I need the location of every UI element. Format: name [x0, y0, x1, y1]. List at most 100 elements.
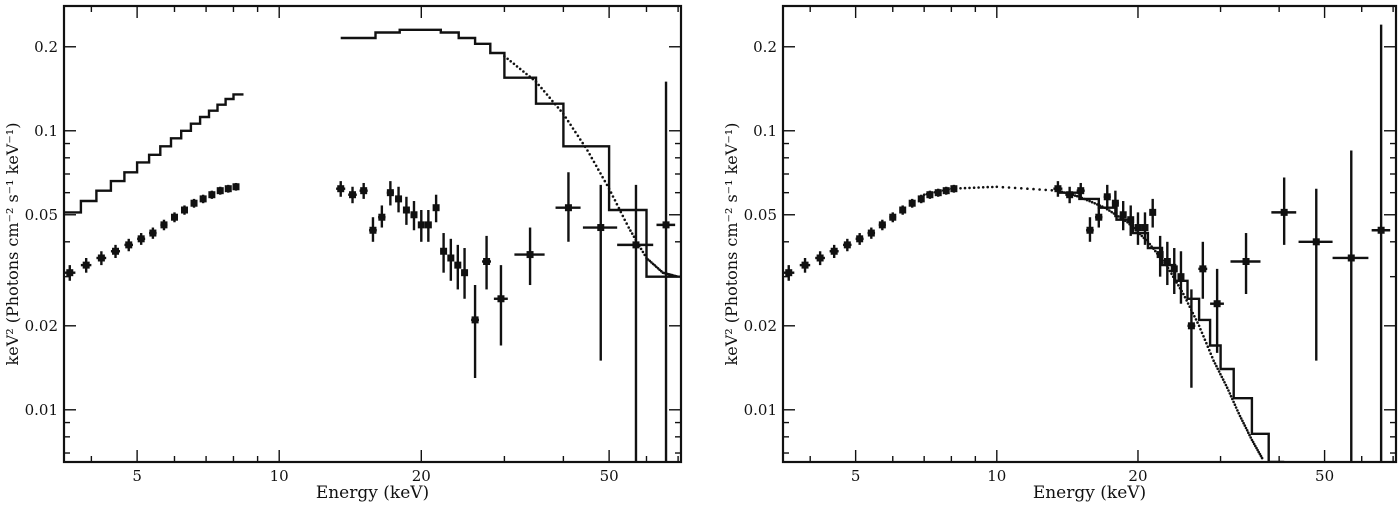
data-point	[447, 238, 455, 281]
model-dot	[525, 72, 528, 76]
model-dot	[571, 127, 575, 130]
data-marker	[1199, 265, 1207, 273]
model-dot	[1168, 269, 1172, 273]
model-dot	[1163, 261, 1166, 265]
model-dot	[1194, 318, 1198, 321]
model-dot	[1128, 222, 1131, 226]
model-dot	[1177, 284, 1180, 287]
data-point	[124, 238, 133, 252]
model-dot	[1108, 209, 1111, 212]
data-point	[843, 238, 852, 252]
model-dot	[1056, 189, 1060, 192]
model-dot	[548, 96, 551, 99]
data-point	[432, 194, 440, 223]
data-point	[110, 244, 121, 258]
data-marker	[801, 261, 809, 269]
model-dot	[590, 156, 594, 160]
model-dot	[632, 235, 636, 238]
data-marker	[369, 226, 377, 234]
data-marker	[395, 195, 403, 203]
data-point	[96, 251, 107, 266]
model-dotted-curve	[503, 54, 678, 278]
model-dot	[1095, 203, 1099, 206]
model-dot	[540, 86, 543, 90]
data-marker	[950, 185, 958, 193]
data-point	[417, 210, 425, 242]
data-point	[160, 219, 168, 231]
model-dot	[1090, 200, 1094, 204]
model-dot	[1098, 204, 1102, 207]
model-dot	[564, 116, 568, 119]
model-dot	[581, 141, 584, 145]
left-plot-frame	[62, 4, 683, 464]
data-point	[386, 181, 394, 206]
left-x-axis-label: Energy (keV)	[316, 483, 429, 503]
model-dot	[1202, 335, 1205, 338]
model-dot	[1225, 386, 1229, 390]
data-marker	[190, 199, 198, 207]
data-marker	[410, 211, 418, 219]
model-step-line	[1057, 191, 1285, 462]
model-dot	[928, 192, 931, 195]
data-point	[908, 198, 916, 208]
data-marker	[830, 247, 838, 255]
model-dot	[922, 193, 926, 196]
model-dot	[954, 187, 958, 190]
data-marker	[899, 206, 907, 214]
model-dot	[579, 138, 582, 141]
data-marker	[889, 213, 897, 221]
model-dot	[1150, 245, 1153, 248]
left-panel: Energy (keV) keV² (Photons cm⁻² s⁻¹ keV⁻…	[3, 4, 683, 503]
plot-area	[64, 28, 681, 462]
data-marker	[1054, 185, 1062, 193]
x-tick-label: 50	[600, 467, 619, 485]
data-point	[1230, 233, 1261, 295]
model-dot	[630, 232, 634, 235]
model-dot	[556, 106, 560, 109]
model-dot	[991, 185, 994, 189]
data-marker	[471, 316, 479, 324]
model-dot	[1173, 278, 1177, 281]
data-marker	[1347, 254, 1355, 262]
data-marker	[112, 247, 120, 255]
data-marker	[1280, 208, 1288, 216]
right-x-axis-label: Energy (keV)	[1033, 483, 1146, 503]
model-dot	[986, 185, 989, 189]
model-dot	[509, 60, 512, 63]
data-marker	[417, 221, 425, 229]
data-marker	[440, 247, 448, 255]
model-dot	[1080, 196, 1084, 200]
model-dot	[1180, 289, 1183, 293]
model-dot	[1254, 444, 1257, 448]
x-tick-label: 10	[270, 467, 289, 485]
model-dot	[576, 134, 580, 138]
model-dot	[1171, 275, 1175, 279]
model-dot	[959, 187, 962, 190]
model-dot	[1213, 362, 1217, 365]
model-step-line	[64, 93, 244, 214]
model-dot	[607, 187, 611, 190]
model-dot	[623, 218, 626, 222]
data-point	[617, 184, 654, 462]
model-dot	[1136, 230, 1139, 234]
data-marker	[232, 183, 240, 191]
model-dot	[1060, 190, 1064, 194]
plot-area	[783, 24, 1391, 462]
model-dot	[1250, 438, 1254, 442]
model-dot	[1208, 348, 1211, 352]
data-point	[899, 205, 907, 215]
model-dot	[1165, 263, 1168, 267]
model-dot	[1071, 193, 1075, 197]
data-marker	[1242, 258, 1250, 266]
model-dot	[1132, 226, 1135, 230]
model-dot	[1241, 419, 1244, 423]
data-marker	[337, 185, 345, 193]
y-tick-label: 0.05	[25, 206, 58, 224]
model-dot	[1026, 187, 1029, 190]
model-dot	[551, 99, 554, 103]
model-dot	[1119, 216, 1122, 220]
y-tick-label: 0.05	[744, 206, 777, 224]
data-marker	[170, 213, 178, 221]
model-dot	[1093, 202, 1096, 205]
model-dot	[512, 62, 516, 66]
